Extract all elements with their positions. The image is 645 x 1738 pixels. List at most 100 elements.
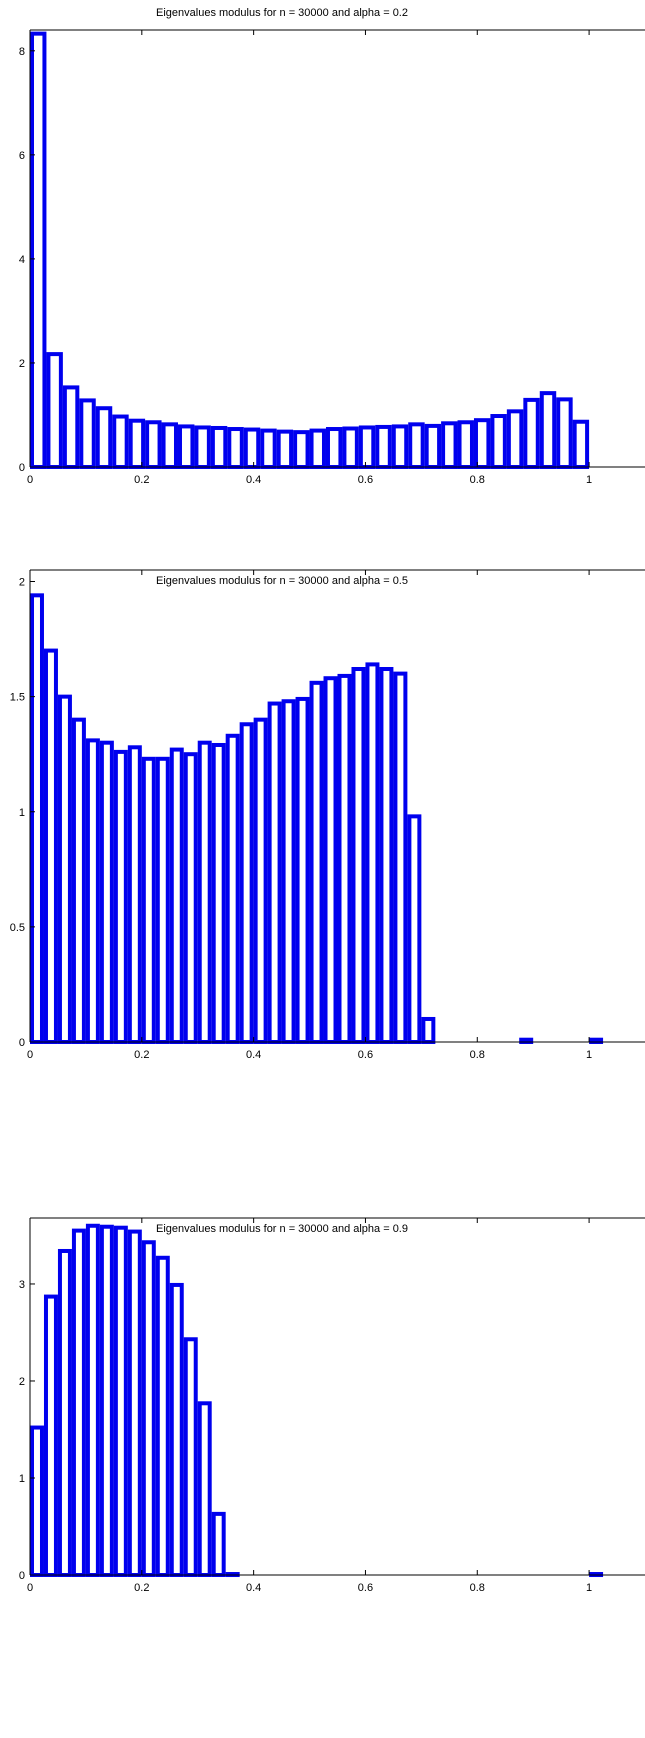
x-tick-label: 1 <box>586 1049 592 1061</box>
histogram-bar <box>424 423 442 469</box>
x-tick-label: 0 <box>27 474 33 486</box>
x-ticks-3: 0 0.2 0.4 0.6 0.8 1 <box>27 1218 592 1594</box>
x-tick-label: 0.4 <box>246 1582 261 1594</box>
histogram-panel-3: Eigenvalues modulus for n = 30000 and al… <box>19 1217 645 1594</box>
histogram-panel-2: Eigenvalues modulus for n = 30000 and al… <box>10 569 645 1061</box>
histogram-panel-1: Eigenvalues modulus for n = 30000 and al… <box>19 7 645 486</box>
x-tick-label: 0.8 <box>470 1049 485 1061</box>
histogram-bar <box>293 430 310 469</box>
histogram-bar <box>421 1016 436 1044</box>
histogram-bar <box>227 427 244 469</box>
histogram-bar <box>225 733 240 1045</box>
histogram-bar <box>393 671 408 1044</box>
y-tick-label: 1.5 <box>10 692 25 704</box>
histogram-bar <box>281 699 296 1044</box>
histogram-bar <box>112 414 129 469</box>
bars-3 <box>30 1223 604 1578</box>
histogram-bar <box>365 662 380 1045</box>
histogram-bar <box>85 738 100 1044</box>
y-tick-label: 8 <box>19 46 25 58</box>
y-ticks-2: 0 0.5 1 1.5 2 <box>10 577 35 1049</box>
histogram-bar <box>407 814 422 1044</box>
histogram-bar <box>309 680 324 1044</box>
histogram-bar <box>43 1294 58 1578</box>
histogram-bar <box>57 694 72 1044</box>
y-tick-label: 4 <box>19 254 25 266</box>
y-tick-label: 2 <box>19 1376 25 1388</box>
x-tick-label: 0.6 <box>358 1582 373 1594</box>
histogram-bar <box>79 398 96 469</box>
x-ticks-1: 0 0.2 0.4 0.6 0.8 1 <box>27 30 592 486</box>
x-tick-label: 0.4 <box>246 1049 261 1061</box>
x-tick-label: 0.4 <box>246 474 261 486</box>
x-tick-label: 0 <box>27 1049 33 1061</box>
histogram-bar <box>539 391 557 469</box>
histogram-bar <box>194 425 211 470</box>
histogram-bar <box>113 1225 128 1577</box>
bars-1 <box>30 31 590 470</box>
histogram-bar <box>46 352 63 470</box>
histogram-bar <box>30 593 44 1044</box>
histogram-bar <box>177 424 195 469</box>
histogram-bar <box>408 422 425 470</box>
y-tick-label: 2 <box>19 577 25 589</box>
histogram-bar <box>342 426 359 469</box>
histogram-bar <box>506 409 524 470</box>
histogram-bar <box>71 1228 86 1578</box>
histogram-bar <box>183 1337 198 1577</box>
histogram-bar <box>127 745 142 1044</box>
y-tick-label: 0 <box>19 462 25 474</box>
bars-2 <box>30 593 604 1045</box>
histogram-bar <box>276 429 294 469</box>
histogram-bar <box>260 428 277 470</box>
x-tick-label: 1 <box>586 474 592 486</box>
x-tick-label: 0.2 <box>134 1049 149 1061</box>
x-tick-label: 1 <box>586 1582 592 1594</box>
y-tick-label: 0.5 <box>10 922 25 934</box>
x-tick-label: 0.8 <box>470 1582 485 1594</box>
y-tick-label: 2 <box>19 358 25 370</box>
histogram-bar <box>337 673 352 1044</box>
histogram-bar <box>30 1425 44 1577</box>
histogram-bar <box>71 717 86 1044</box>
x-tick-label: 0 <box>27 1582 33 1594</box>
y-tick-label: 0 <box>19 1037 25 1049</box>
x-tick-label: 0.6 <box>358 474 373 486</box>
histogram-bar <box>295 696 310 1044</box>
histogram-bar <box>309 428 326 470</box>
y-ticks-1: 0 2 4 6 8 <box>19 46 35 474</box>
histogram-bar <box>253 717 268 1044</box>
y-tick-label: 1 <box>19 1473 25 1485</box>
histogram-bar <box>556 397 573 469</box>
histogram-bar <box>358 425 376 470</box>
histogram-bar <box>95 406 113 470</box>
histogram-bar <box>490 414 507 469</box>
histogram-bar <box>379 667 394 1044</box>
histogram-bar <box>267 701 282 1044</box>
histogram-bar <box>391 424 409 469</box>
histogram-bar <box>239 722 254 1044</box>
histogram-bar <box>183 752 198 1044</box>
histogram-bar <box>523 397 540 469</box>
histogram-bar <box>197 740 212 1044</box>
histogram-bar <box>57 1248 72 1577</box>
histogram-bar <box>113 749 128 1045</box>
y-tick-label: 6 <box>19 150 25 162</box>
histogram-bar <box>441 421 458 469</box>
chart-title-3: Eigenvalues modulus for n = 30000 and al… <box>156 1223 408 1235</box>
x-tick-label: 0.2 <box>134 1582 149 1594</box>
y-tick-label: 3 <box>19 1279 25 1291</box>
histogram-bar <box>197 1401 212 1578</box>
histogram-bar <box>210 425 228 470</box>
histogram-bar <box>243 427 261 469</box>
histogram-bar <box>473 418 491 469</box>
histogram-bar <box>141 756 156 1044</box>
x-ticks-2: 0 0.2 0.4 0.6 0.8 1 <box>27 570 592 1061</box>
histogram-bar <box>457 420 474 469</box>
histogram-bar <box>99 1224 114 1577</box>
histogram-bar <box>128 418 146 470</box>
histogram-bar <box>375 424 392 470</box>
x-tick-label: 0.2 <box>134 474 149 486</box>
y-ticks-3: 0 1 2 3 <box>19 1279 35 1582</box>
